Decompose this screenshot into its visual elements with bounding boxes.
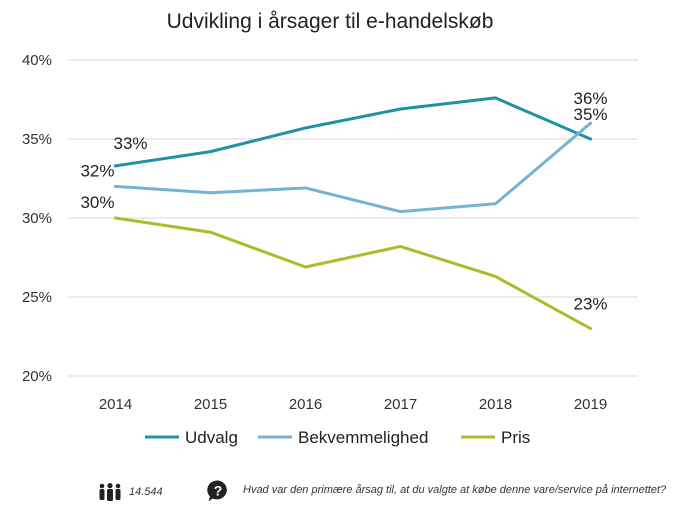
x-tick-label: 2018 — [479, 396, 512, 413]
x-tick-label: 2014 — [99, 396, 132, 413]
survey-question: Hvad var den primære årsag til, at du va… — [243, 484, 667, 496]
x-tick-label: 2015 — [194, 396, 227, 413]
y-tick-label: 40% — [22, 52, 52, 69]
data-point — [494, 202, 497, 206]
data-point — [114, 164, 117, 168]
data-label: 36% — [573, 89, 607, 108]
line-chart: Udvikling i årsager til e-handelskøb 20%… — [22, 10, 638, 447]
x-axis-ticks: 2014 2015 2016 2017 2018 2019 — [99, 396, 607, 413]
y-tick-label: 35% — [22, 131, 52, 148]
series-line-pris — [114, 216, 592, 331]
data-point — [304, 265, 307, 269]
data-point — [399, 210, 402, 214]
data-point — [589, 121, 592, 125]
svg-text:?: ? — [214, 483, 223, 499]
data-point — [494, 274, 497, 278]
data-point — [589, 327, 592, 331]
data-label: 35% — [573, 105, 607, 124]
legend-label: Udvalg — [185, 428, 238, 447]
series-line-bekvemmelighed — [114, 121, 592, 214]
x-tick-label: 2016 — [289, 396, 322, 413]
gridlines — [68, 59, 638, 377]
legend-label: Pris — [501, 428, 530, 447]
y-axis-ticks: 20% 25% 30% 35% 40% — [22, 52, 52, 385]
question-bubble-icon: ? — [207, 480, 227, 502]
data-label: 23% — [573, 295, 607, 314]
data-label: 30% — [80, 193, 114, 212]
data-label: 32% — [80, 161, 114, 180]
data-labels: 33% 35% 32% 36% 30% 23% — [80, 89, 607, 313]
data-label: 33% — [113, 134, 147, 153]
series-line-udvalg — [114, 96, 592, 168]
data-point — [114, 216, 117, 220]
data-point — [399, 107, 402, 111]
series-lines — [114, 96, 592, 331]
data-point — [399, 244, 402, 248]
x-tick-label: 2017 — [384, 396, 417, 413]
data-point — [209, 230, 212, 234]
legend: Udvalg Bekvemmelighed Pris — [145, 428, 530, 447]
x-tick-label: 2019 — [574, 396, 607, 413]
chart-title: Udvikling i årsager til e-handelskøb — [167, 10, 494, 33]
legend-label: Bekvemmelighed — [298, 428, 428, 447]
data-point — [209, 191, 212, 195]
y-tick-label: 20% — [22, 368, 52, 385]
data-point — [209, 150, 212, 154]
people-icon — [99, 483, 121, 501]
data-point — [494, 96, 497, 100]
data-point — [304, 126, 307, 130]
data-point — [114, 184, 117, 188]
data-point — [304, 186, 307, 190]
y-tick-label: 30% — [22, 210, 52, 227]
respondent-count: 14.544 — [129, 486, 163, 498]
y-tick-label: 25% — [22, 289, 52, 306]
data-point — [589, 137, 592, 141]
footer: 14.544 ? Hvad var den primære årsag til,… — [0, 474, 700, 509]
